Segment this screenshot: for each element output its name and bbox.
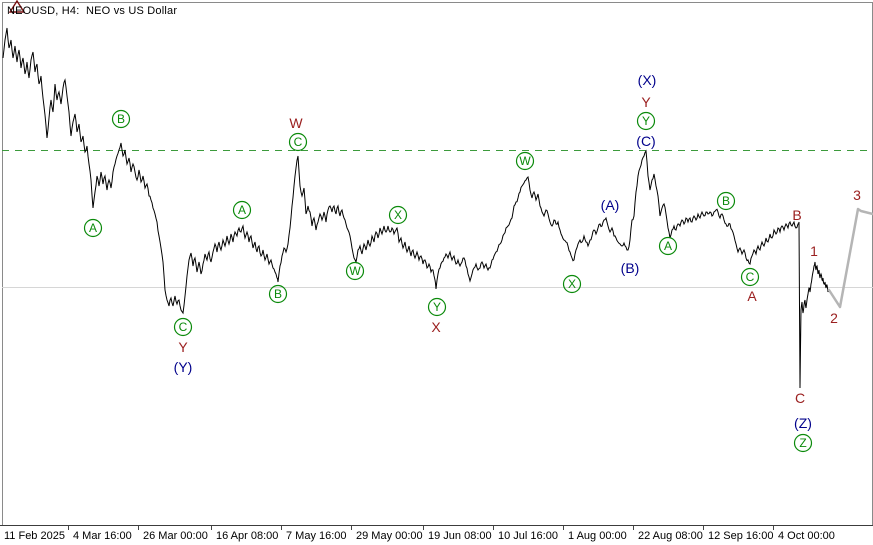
wave-label-red: C <box>795 390 805 406</box>
x-axis-tick <box>703 526 704 530</box>
wave-label-red: Y <box>641 94 651 110</box>
wave-label-red: A <box>747 288 757 304</box>
x-axis-label: 1 Aug 00:00 <box>568 530 627 542</box>
time-axis[interactable]: 11 Feb 2025 4 Mar 16:00 26 Mar 00:00 16 Apr… <box>0 526 873 545</box>
price-line[interactable] <box>2 27 830 389</box>
wave-label-green: C <box>179 320 188 334</box>
wave-label-green: B <box>117 112 125 126</box>
wave-label-circle <box>658 236 678 256</box>
wave-label-red: B <box>792 207 801 223</box>
wave-label-green: Y <box>642 114 650 128</box>
wave-label-blue: (B) <box>621 260 640 276</box>
wave-label-circle <box>111 109 131 129</box>
x-axis-tick <box>281 526 282 530</box>
wave-label-green: X <box>568 277 576 291</box>
wave-label-green: B <box>274 287 282 301</box>
wave-label-blue: (Y) <box>174 359 193 375</box>
wave-label-circle <box>636 111 656 131</box>
x-axis-label: 4 Oct 00:00 <box>778 530 835 542</box>
wave-label-red: 1 <box>810 243 818 259</box>
wave-label-blue: (C) <box>636 133 655 149</box>
wave-label-circle <box>427 297 447 317</box>
x-axis-label: 4 Mar 16:00 <box>73 530 132 542</box>
x-axis-tick <box>493 526 494 530</box>
wave-label-green: C <box>294 135 303 149</box>
chart-title: NEOUSD, H4: NEO vs US Dollar <box>7 5 178 17</box>
x-axis-label: 11 Feb 2025 <box>4 530 65 542</box>
x-axis-label: 7 May 16:00 <box>286 530 347 542</box>
x-axis-label: 22 Aug 08:00 <box>638 530 703 542</box>
wave-label-circle <box>515 151 535 171</box>
wave-label-circle <box>562 274 582 294</box>
x-axis-tick <box>68 526 69 530</box>
wave-label-circle <box>268 284 288 304</box>
chart-canvas[interactable]: ABCABCWXYWXYABCZYWXYABC123(Y)(A)(B)(C)(X… <box>0 0 873 526</box>
wave-label-green: C <box>746 270 755 284</box>
wave-label-green: A <box>664 239 672 253</box>
wave-label-red: 3 <box>853 187 861 203</box>
price-chart[interactable]: A B C A B C W X Y W X Y A B C Z Y W X Y A B C 1 2 3 (Y) (A) (B) (C) (X… <box>0 0 873 526</box>
arrow-marker-icon[interactable] <box>8 0 26 13</box>
wave-label-blue: (X) <box>638 72 657 88</box>
wave-label-green: B <box>722 194 730 208</box>
x-axis-label: 12 Sep 16:00 <box>708 530 774 542</box>
wave-label-circle <box>345 261 365 281</box>
wave-label-green: A <box>238 203 246 217</box>
wave-label-blue: (A) <box>601 197 620 213</box>
x-axis-tick <box>563 526 564 530</box>
x-axis-label: 29 May 00:00 <box>356 530 423 542</box>
wave-label-red: X <box>431 319 441 335</box>
wave-label-circle <box>173 317 193 337</box>
wave-label-green: X <box>394 208 402 222</box>
wave-label-red: 2 <box>830 310 838 326</box>
wave-label-green: W <box>519 154 531 168</box>
wave-label-red: Y <box>178 339 188 355</box>
forecast-line[interactable] <box>827 207 873 309</box>
wave-label-circle <box>716 191 736 211</box>
x-axis-tick <box>423 526 424 530</box>
wave-label-blue: (Z) <box>794 415 812 431</box>
x-axis-tick <box>351 526 352 530</box>
wave-label-green: W <box>349 264 361 278</box>
wave-label-green: A <box>89 221 97 235</box>
x-axis-label: 19 Jun 08:00 <box>428 530 492 542</box>
wave-label-circle <box>83 218 103 238</box>
wave-label-circle <box>388 205 408 225</box>
wave-label-red: W <box>289 115 303 131</box>
x-axis-label: 26 Mar 00:00 <box>143 530 208 542</box>
x-axis-tick <box>633 526 634 530</box>
wave-label-circle <box>232 200 252 220</box>
wave-label-green: Y <box>433 300 441 314</box>
x-axis-label: 16 Apr 08:00 <box>216 530 279 542</box>
wave-label-circle <box>740 267 760 287</box>
x-axis-tick <box>138 526 139 530</box>
wave-label-circle <box>288 132 308 152</box>
x-axis-tick <box>773 526 774 530</box>
wave-label-green: Z <box>799 436 806 450</box>
wave-label-circle <box>793 433 813 453</box>
x-axis-tick <box>211 526 212 530</box>
x-axis-label: 10 Jul 16:00 <box>498 530 558 542</box>
